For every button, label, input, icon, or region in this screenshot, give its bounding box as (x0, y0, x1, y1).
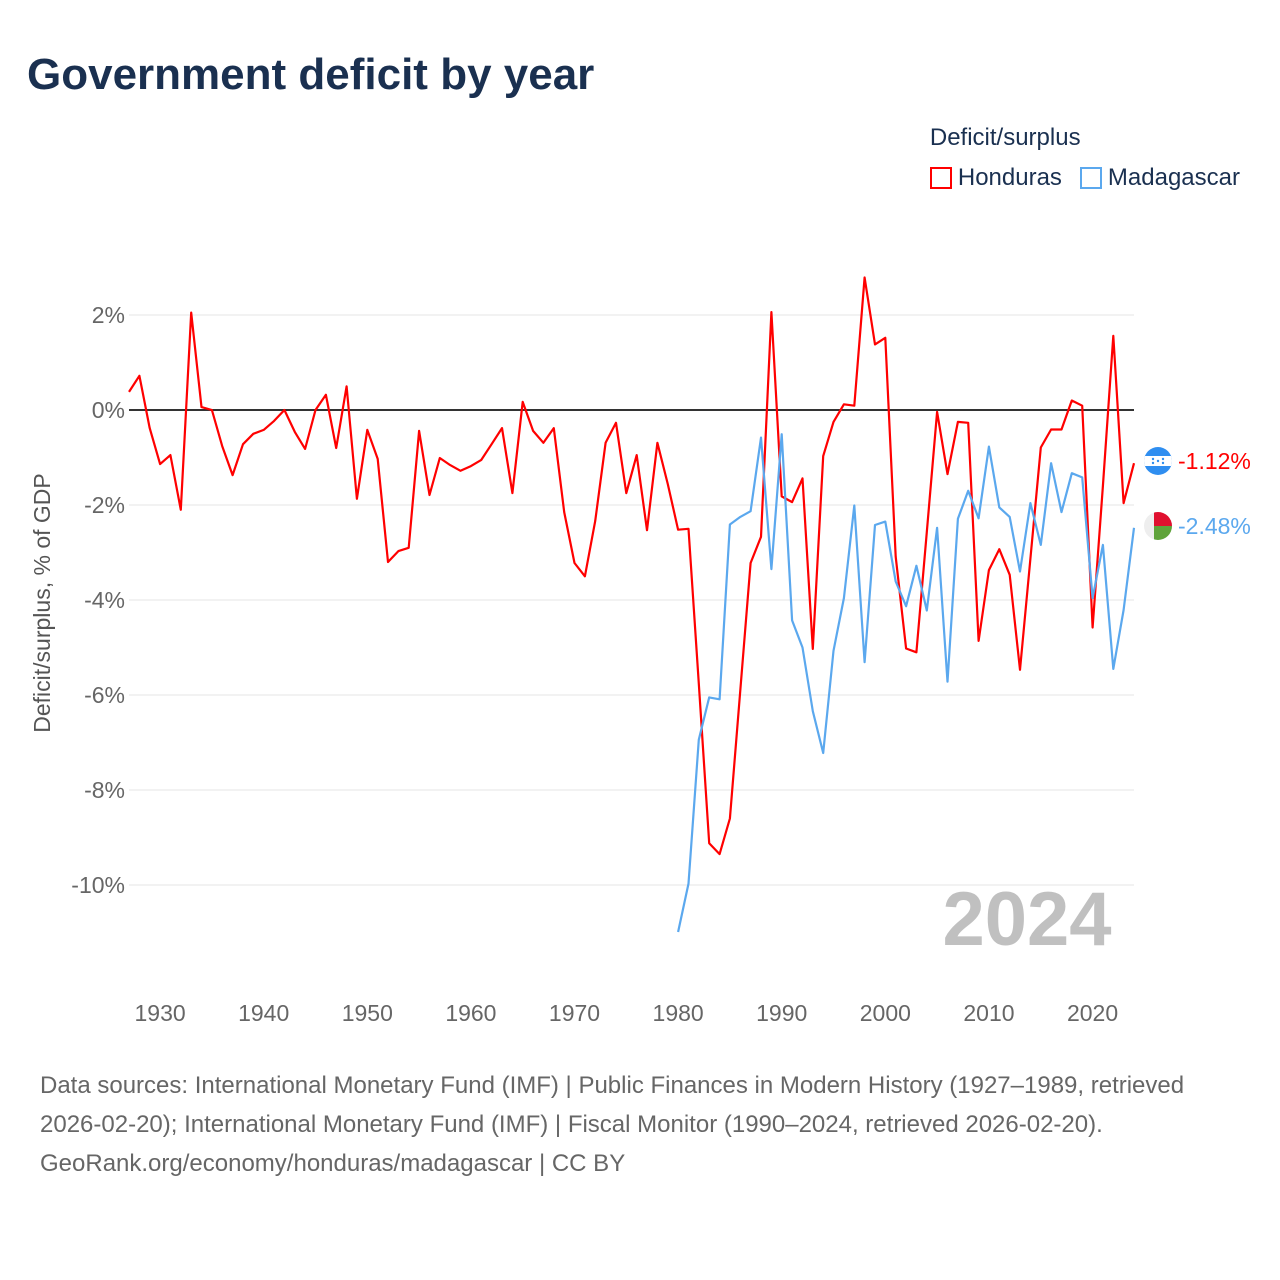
x-tick-label: 2010 (963, 1000, 1014, 1026)
data-sources: Data sources: International Monetary Fun… (40, 1072, 1185, 1138)
x-tick-label: 2020 (1067, 1000, 1118, 1026)
footer: Data sources: International Monetary Fun… (40, 1066, 1240, 1183)
y-tick-label: -10% (71, 872, 125, 898)
legend-swatch-honduras (929, 167, 952, 189)
x-tick-label: 1940 (238, 1000, 289, 1026)
legend-label: Madagascar (1107, 164, 1240, 191)
x-tick-label: 2000 (860, 1000, 911, 1026)
y-tick-label: -8% (84, 777, 125, 803)
x-tick-label: 1930 (134, 1000, 185, 1026)
y-tick-label: -6% (84, 682, 125, 708)
y-tick-label: 0% (92, 397, 125, 423)
honduras-flag-icon (1144, 447, 1172, 475)
chart-title: Government deficit by year (27, 50, 595, 99)
legend-label: Honduras (957, 164, 1062, 191)
y-axis-label: Deficit/surplus, % of GDP (29, 473, 55, 732)
end-label-madagascar: -2.48% (1178, 513, 1251, 539)
end-label-honduras: -1.12% (1178, 448, 1251, 474)
x-tick-label: 1960 (445, 1000, 496, 1026)
line-chart: 2% 0% -2% -4% -6% -8% -10% 1930 1940 1950 1960 1970… (29, 276, 1251, 1026)
series-line-madagascar[interactable] (677, 433, 1136, 933)
x-tick-label: 1970 (549, 1000, 600, 1026)
legend-item-honduras[interactable]: Honduras (929, 164, 1062, 192)
series-line-honduras[interactable] (128, 276, 1136, 856)
legend-swatch-madagascar (1079, 167, 1102, 189)
legend-item-madagascar[interactable]: Madagascar (1079, 164, 1240, 192)
x-tick-label: 1950 (342, 1000, 393, 1026)
y-tick-label: 2% (92, 302, 125, 328)
madagascar-flag-icon (1144, 512, 1172, 540)
credit-link[interactable]: GeoRank.org/economy/honduras/madagascar … (40, 1150, 626, 1177)
y-tick-label: -2% (84, 492, 125, 518)
year-watermark: 2024 (942, 877, 1111, 962)
legend-title: Deficit/surplus (929, 124, 1081, 151)
x-tick-label: 1990 (756, 1000, 807, 1026)
y-tick-label: -4% (84, 587, 125, 613)
x-tick-label: 1980 (653, 1000, 704, 1026)
legend: Deficit/surplus Honduras Madagascar (929, 124, 1240, 192)
